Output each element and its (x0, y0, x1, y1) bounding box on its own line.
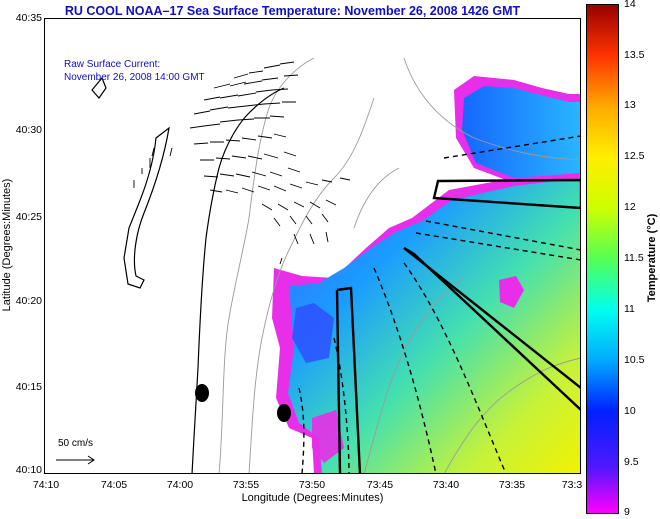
current-label: Raw Surface Current: (64, 59, 161, 70)
colorbar-tick: 9 (624, 506, 630, 518)
sst-field (272, 76, 581, 474)
x-tick-label: 74:10 (32, 479, 60, 491)
colorbar-tick: 13.5 (624, 49, 645, 61)
scale-arrow (56, 455, 95, 465)
station-marker-1[interactable] (195, 384, 209, 402)
map-panel[interactable]: Raw Surface Current: November 26, 2008 1… (44, 18, 581, 474)
x-tick-label: 74:05 (100, 479, 128, 491)
bathymetry-contours (218, 57, 581, 474)
y-tick-label: 40:15 (15, 381, 42, 393)
current-vectors (133, 61, 351, 265)
y-tick-label: 40:20 (15, 295, 42, 307)
y-tick-label: 40:35 (15, 12, 42, 24)
sst-fringe-inner (499, 276, 524, 308)
colorbar-tick: 14 (624, 0, 636, 10)
x-tick-label: 73:55 (232, 479, 260, 491)
y-tick-label: 40:25 (15, 211, 42, 223)
x-tick-label: 73:35 (498, 479, 526, 491)
sst-map[interactable] (44, 18, 581, 474)
colorbar-tick: 12 (624, 201, 636, 213)
sst-patch-west (292, 303, 334, 363)
colorbar-tick: 11.5 (624, 252, 644, 264)
colorbar-gradient (587, 5, 618, 513)
colorbar-tick: 10.5 (624, 354, 645, 366)
x-axis-label: Longitude (Degrees:Minutes) (241, 492, 384, 504)
current-time: November 26, 2008 14:00 GMT (64, 72, 205, 83)
colorbar-tick: 12.5 (624, 150, 645, 162)
x-tick-label: 73:3 (561, 479, 583, 491)
y-tick-label: 40:10 (15, 464, 42, 476)
sst-blue-north (462, 86, 581, 178)
colorbar-tick: 11 (624, 303, 635, 315)
scale-label: 50 cm/s (58, 438, 94, 449)
x-tick-label: 74:00 (166, 479, 194, 491)
station-marker-2[interactable] (277, 404, 291, 422)
colorbar-tick: 9.5 (624, 456, 639, 468)
study-boxes (335, 178, 581, 474)
x-tick-label: 73:45 (366, 479, 394, 491)
y-axis-label-text: Latitude (Degrees:Minutes) (1, 178, 13, 312)
x-tick-label: 73:50 (298, 479, 326, 491)
colorbar-tick: 10 (624, 405, 636, 417)
colorbar-tick: 13 (624, 99, 636, 111)
colorbar (586, 4, 619, 514)
sst-warm-water (288, 178, 581, 474)
coastline (91, 76, 285, 474)
colorbar-label-text: Temperature (°C) (646, 213, 658, 303)
sst-patch-south (312, 410, 344, 463)
dashed-lines (298, 135, 581, 474)
y-tick-label: 40:30 (15, 124, 42, 136)
x-tick-label: 73:40 (432, 479, 460, 491)
map-title: RU COOL NOAA–17 Sea Surface Temperature:… (64, 4, 521, 18)
